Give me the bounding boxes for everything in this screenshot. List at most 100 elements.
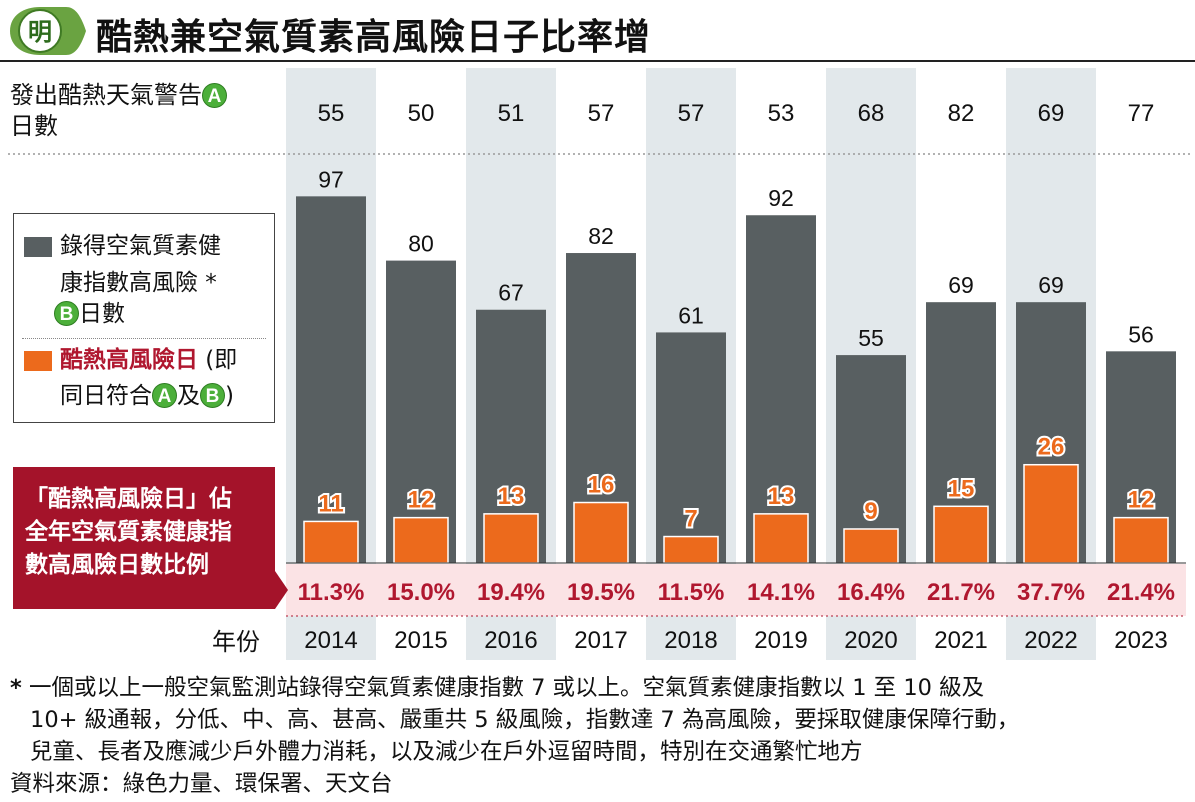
air-quality-bar <box>746 215 816 564</box>
year-tick-label: 2017 <box>574 627 627 654</box>
air-quality-bar <box>386 260 456 563</box>
legend-orange-line2: 同日符合 A 及 B) <box>60 378 234 415</box>
hot-risk-bar <box>303 520 359 564</box>
warning-days-label: 57 <box>588 100 615 127</box>
warning-days-label: 55 <box>318 100 345 127</box>
footnote-source: 資料來源：綠色力量、環保署、天文台 <box>10 771 393 797</box>
ratio-label-arrow <box>275 571 288 609</box>
ratio-value-label: 16.4% <box>837 579 905 606</box>
hot-weather-warning-label: 發出酷熱天氣警告 A 日數 <box>10 80 227 142</box>
hot-risk-bar <box>753 513 809 564</box>
page-title: 酷熱兼空氣質素高風險日子比率增 <box>96 17 652 58</box>
ratio-label-line2: 全年空氣質素健康指 <box>25 519 232 545</box>
warning-days-label: 69 <box>1038 100 1065 127</box>
ratio-value-label: 21.4% <box>1107 579 1175 606</box>
warning-days-label: 53 <box>768 100 795 127</box>
legend-orange-bold: 酷熱高風險日 <box>60 347 198 373</box>
hot-risk-bar <box>1023 463 1079 564</box>
hot-risk-bar <box>483 513 539 564</box>
hot-risk-bar <box>1113 516 1169 564</box>
ratio-label: 「酷熱高風險日」佔 全年空氣質素健康指 數高風險日數比例 <box>13 467 275 609</box>
legend-orange-line2-a: 同日符合 <box>60 383 152 409</box>
hot-risk-bar <box>663 535 719 564</box>
badge-a-icon: A <box>152 383 177 408</box>
ratio-label-line3: 數高風險日數比例 <box>25 552 209 578</box>
ratio-value-label: 11.5% <box>658 579 725 606</box>
legend-gray-line1: 錄得空氣質素健 <box>60 233 221 259</box>
hot-weather-warning-label-line2: 日數 <box>10 112 58 140</box>
legend-divider <box>22 338 266 339</box>
footnote-star: * <box>10 675 22 701</box>
air-quality-value-label: 55 <box>858 325 884 351</box>
ratio-value-label: 37.7% <box>1017 579 1085 606</box>
legend-gray-line3-wrap: B 日數 <box>54 296 125 333</box>
year-tick-label: 2018 <box>664 627 717 654</box>
hot-risk-value-label: 11 <box>318 490 343 517</box>
air-quality-value-label: 69 <box>1038 272 1064 298</box>
ratio-value-label: 19.4% <box>477 579 545 606</box>
legend-gray-line3: 日數 <box>79 301 125 327</box>
year-tick-label: 2015 <box>394 627 447 654</box>
footnote-line2: 10+ 級通報，分低、中、高、甚高、嚴重共 5 級風險，指數達 7 為高風險，要… <box>30 707 1020 733</box>
footnote-line3: 兒童、長者及應減少戶外體力消耗，以及減少在戶外逗留時間，特別在交通繁忙地方 <box>30 739 863 765</box>
hot-risk-value-label: 13 <box>768 483 795 510</box>
year-tick-label: 2022 <box>1024 627 1077 654</box>
warning-days-label: 68 <box>858 100 885 127</box>
air-quality-value-label: 92 <box>768 185 794 211</box>
hot-risk-value-label: 13 <box>498 483 525 510</box>
air-quality-bar <box>656 332 726 563</box>
air-quality-value-label: 61 <box>678 302 704 328</box>
footnote: * 一個或以上一般空氣監測站錄得空氣質素健康指數 7 或以上。空氣質素健康指數以… <box>10 672 1190 800</box>
hot-risk-value-label: 26 <box>1038 434 1065 461</box>
year-tick-label: 2020 <box>844 627 897 654</box>
warning-days-label: 50 <box>408 100 435 127</box>
hot-risk-value-label: 7 <box>684 506 697 533</box>
hot-risk-value-label: 16 <box>588 472 615 499</box>
year-tick-label: 2019 <box>754 627 807 654</box>
air-quality-value-label: 97 <box>318 166 344 192</box>
badge-b-icon: B <box>200 383 225 408</box>
ratio-value-label: 11.3% <box>298 579 365 606</box>
hot-risk-value-label: 12 <box>1128 487 1155 514</box>
year-tick-label: 2023 <box>1114 627 1167 654</box>
legend-orange-line2-b: 及 <box>177 383 200 409</box>
air-quality-value-label: 69 <box>948 272 974 298</box>
hot-risk-bar <box>573 501 629 564</box>
logo-text: 明 <box>28 18 52 46</box>
hot-risk-bar <box>843 528 899 564</box>
hot-risk-bar <box>393 516 449 564</box>
badge-a-icon: A <box>202 83 227 108</box>
ratio-value-label: 15.0% <box>387 579 455 606</box>
ratio-band <box>286 564 1186 616</box>
legend-gray-label: 錄得空氣質素健 康指數高風險 * <box>60 228 221 302</box>
hot-weather-warning-label-line1: 發出酷熱天氣警告 <box>10 81 202 109</box>
hot-risk-value-label: 12 <box>408 487 435 514</box>
air-quality-value-label: 82 <box>588 223 614 249</box>
badge-b-icon: B <box>54 301 79 326</box>
legend-gray-swatch <box>24 237 52 257</box>
warning-days-label: 57 <box>678 100 705 127</box>
legend-gray-line2: 康指數高風險 * <box>60 270 217 296</box>
footnote-line1: 一個或以上一般空氣監測站錄得空氣質素健康指數 7 或以上。空氣質素健康指數以 1… <box>28 675 985 701</box>
air-quality-value-label: 80 <box>408 231 434 257</box>
year-tick-label: 2014 <box>304 627 357 654</box>
warning-days-label: 77 <box>1128 100 1155 127</box>
header-rule <box>0 60 1195 62</box>
hot-risk-bar <box>933 505 989 564</box>
ratio-label-line1: 「酷熱高風險日」佔 <box>25 486 232 512</box>
legend-orange-line2-c: ) <box>225 383 234 409</box>
air-quality-bar <box>296 196 366 563</box>
air-quality-value-label: 67 <box>498 280 524 306</box>
year-tick-label: 2021 <box>934 627 987 654</box>
year-row-label: 年份 <box>212 628 260 656</box>
warning-days-label: 51 <box>498 100 525 127</box>
legend-orange-label: 酷熱高風險日 (即 <box>60 342 237 379</box>
legend-orange-rest: (即 <box>198 347 238 373</box>
footnote-line1-wrap: * 一個或以上一般空氣監測站錄得空氣質素健康指數 7 或以上。空氣質素健康指數以… <box>10 672 1190 704</box>
header: 明 酷熱兼空氣質素高風險日子比率增 <box>0 0 1195 60</box>
ratio-value-label: 19.5% <box>567 579 635 606</box>
air-quality-value-label: 56 <box>1128 321 1154 347</box>
year-tick-label: 2016 <box>484 627 537 654</box>
legend: 錄得空氣質素健 康指數高風險 * B 日數 酷熱高風險日 (即 同日符合 A 及 B) <box>13 213 275 423</box>
